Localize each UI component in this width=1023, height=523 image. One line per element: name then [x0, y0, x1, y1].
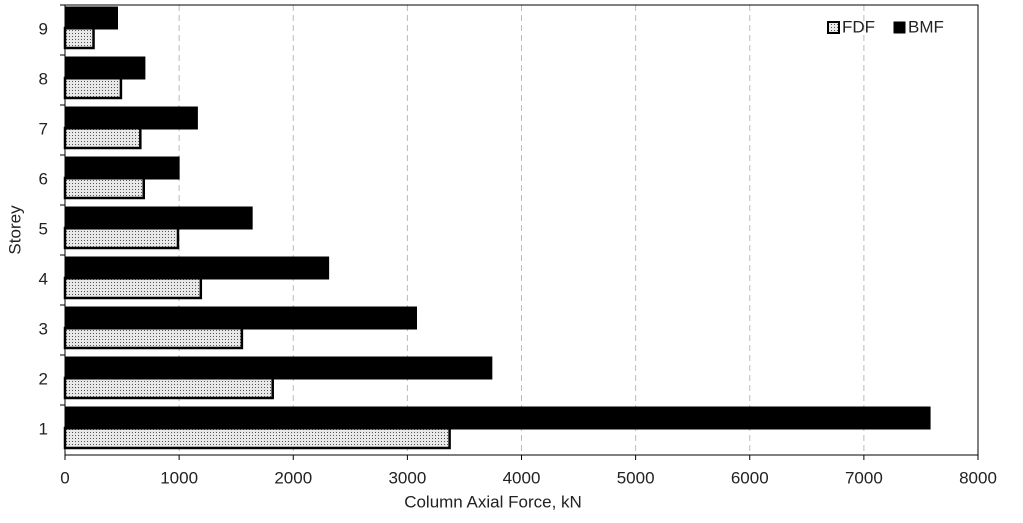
- y-tick-label: 2: [39, 369, 48, 388]
- bar: [63, 226, 180, 250]
- bar: [64, 406, 931, 430]
- bar: [64, 56, 146, 80]
- y-tick-label: 6: [39, 169, 48, 188]
- bar: [63, 26, 95, 50]
- y-tick-label: 8: [39, 69, 48, 88]
- bar: [63, 276, 203, 300]
- bar: [63, 126, 142, 150]
- bar: [63, 176, 145, 200]
- x-tick-label: 5000: [617, 468, 655, 487]
- x-tick-label: 0: [60, 468, 69, 487]
- y-tick-label: 1: [39, 419, 48, 438]
- legend-label: BMF: [908, 17, 944, 36]
- bar: [64, 106, 198, 130]
- legend-label: FDF: [842, 17, 875, 36]
- legend-swatch: [893, 21, 906, 34]
- bar: [64, 356, 493, 380]
- legend-swatch: [827, 21, 840, 34]
- x-tick-label: 6000: [731, 468, 769, 487]
- bar: [64, 256, 330, 280]
- bar: [63, 76, 123, 100]
- bar: [63, 376, 274, 400]
- x-tick-label: 8000: [959, 468, 997, 487]
- y-tick-label: 5: [39, 219, 48, 238]
- x-tick-label: 2000: [274, 468, 312, 487]
- bar: [64, 206, 253, 230]
- y-tick-label: 4: [39, 269, 48, 288]
- y-tick-label: 7: [39, 119, 48, 138]
- bar: [63, 426, 451, 450]
- y-tick-label: 9: [39, 19, 48, 38]
- x-tick-label: 4000: [503, 468, 541, 487]
- x-axis-label: Column Axial Force, kN: [404, 492, 582, 511]
- bar: [64, 6, 118, 30]
- bar: [63, 326, 244, 350]
- x-tick-label: 1000: [160, 468, 198, 487]
- x-tick-label: 3000: [388, 468, 426, 487]
- bar: [64, 306, 418, 330]
- y-tick-label: 3: [39, 319, 48, 338]
- x-tick-label: 7000: [845, 468, 883, 487]
- y-axis-label: Storey: [5, 205, 24, 255]
- bar: [64, 156, 180, 180]
